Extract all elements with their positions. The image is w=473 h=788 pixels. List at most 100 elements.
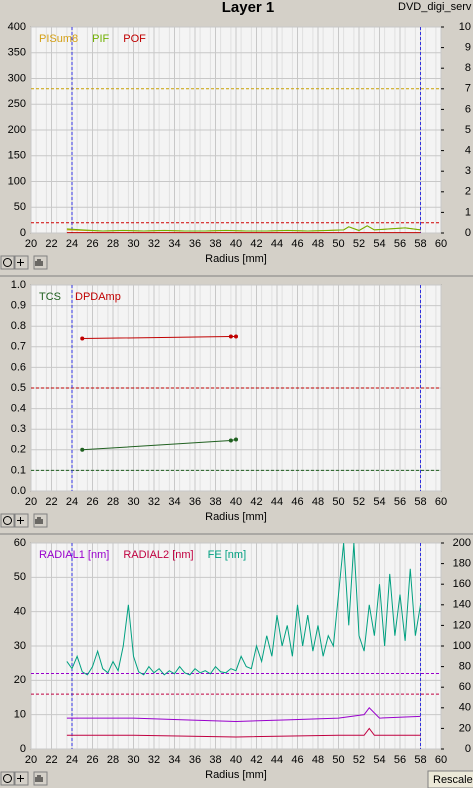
x-tick-label: 32 [148, 754, 160, 766]
y2-tick-label: 0 [465, 743, 471, 755]
x-tick-label: 56 [394, 754, 406, 766]
x-tick-label: 54 [373, 238, 385, 250]
x-tick-label: 44 [271, 496, 283, 508]
x-tick-label: 46 [291, 238, 303, 250]
y-tick-label: 350 [8, 47, 26, 59]
toolbar-button[interactable] [0, 771, 15, 786]
legend-entry: PIF [92, 33, 109, 45]
x-tick-label: 42 [250, 496, 262, 508]
y2-tick-label: 7 [465, 83, 471, 95]
x-tick-label: 22 [45, 496, 57, 508]
x-axis-label: Radius [mm] [205, 511, 267, 523]
x-tick-label: 34 [168, 238, 180, 250]
y-tick-label: 300 [8, 72, 26, 84]
layer-title: Layer 1 [222, 0, 275, 16]
y2-tick-label: 2 [465, 186, 471, 198]
y2-tick-label: 1 [465, 206, 471, 218]
x-tick-label: 44 [271, 754, 283, 766]
x-tick-label: 46 [291, 754, 303, 766]
pan-icon [17, 259, 24, 266]
x-tick-label: 60 [435, 754, 447, 766]
toolbar-button[interactable] [0, 513, 15, 528]
y2-tick-label: 4 [465, 145, 471, 157]
x-tick-label: 26 [86, 754, 98, 766]
x-tick-label: 22 [45, 754, 57, 766]
y-tick-label: 0.4 [11, 403, 26, 415]
x-tick-label: 54 [373, 754, 385, 766]
y-tick-label: 0.1 [11, 464, 26, 476]
x-tick-label: 40 [230, 496, 242, 508]
y2-tick-label: 6 [465, 103, 471, 115]
y-tick-label: 20 [14, 674, 26, 686]
x-tick-label: 58 [414, 496, 426, 508]
x-tick-label: 24 [66, 754, 78, 766]
y2-tick-label: 5 [465, 124, 471, 136]
zoom-icon [3, 774, 12, 783]
point [234, 334, 238, 339]
point [228, 334, 233, 339]
x-tick-label: 28 [107, 238, 119, 250]
y-tick-label: 0.0 [11, 485, 26, 497]
y2-tick-label: 100 [453, 640, 471, 652]
x-tick-label: 38 [209, 238, 221, 250]
hand-icon [35, 517, 43, 524]
legend-entry: RADIAL1 [nm] [39, 549, 109, 561]
y-tick-label: 50 [14, 571, 26, 583]
x-tick-label: 34 [168, 496, 180, 508]
x-tick-label: 36 [189, 496, 201, 508]
y2-tick-label: 40 [459, 702, 471, 714]
x-tick-label: 34 [168, 754, 180, 766]
y-tick-label: 200 [8, 124, 26, 136]
x-tick-label: 20 [25, 238, 37, 250]
y-tick-label: 40 [14, 606, 26, 618]
x-tick-label: 52 [353, 754, 365, 766]
zoom-icon [3, 258, 12, 267]
x-tick-label: 52 [353, 238, 365, 250]
x-tick-label: 26 [86, 238, 98, 250]
y-tick-label: 1.0 [11, 279, 26, 291]
x-tick-label: 28 [107, 754, 119, 766]
hand-icon [35, 259, 43, 266]
y-tick-label: 0.8 [11, 320, 26, 332]
x-axis-label: Radius [mm] [205, 253, 267, 265]
x-tick-label: 56 [394, 238, 406, 250]
y2-tick-label: 160 [453, 578, 471, 590]
x-tick-label: 52 [353, 496, 365, 508]
y2-tick-label: 80 [459, 661, 471, 673]
y2-tick-label: 120 [453, 619, 471, 631]
y2-tick-label: 8 [465, 62, 471, 74]
y-tick-label: 150 [8, 150, 26, 162]
pan-icon [17, 517, 24, 524]
rescale-label[interactable]: Rescale [433, 774, 473, 786]
hand-icon [35, 775, 43, 782]
toolbar-button[interactable] [0, 255, 15, 270]
y2-tick-label: 60 [459, 681, 471, 693]
y2-tick-label: 10 [459, 21, 471, 33]
x-tick-label: 44 [271, 238, 283, 250]
x-tick-label: 40 [230, 238, 242, 250]
y-tick-label: 50 [14, 201, 26, 213]
x-tick-label: 36 [189, 238, 201, 250]
x-tick-label: 54 [373, 496, 385, 508]
y-tick-label: 100 [8, 175, 26, 187]
y-tick-label: 30 [14, 640, 26, 652]
y2-tick-label: 0 [465, 227, 471, 239]
series-line [66, 727, 421, 738]
x-tick-label: 48 [312, 754, 324, 766]
series-line [66, 225, 421, 232]
series-line [66, 542, 421, 676]
x-tick-label: 24 [66, 496, 78, 508]
y2-tick-label: 20 [459, 722, 471, 734]
legend-entry: FE [nm] [208, 549, 247, 561]
x-tick-label: 36 [189, 754, 201, 766]
x-tick-label: 46 [291, 496, 303, 508]
x-tick-label: 20 [25, 496, 37, 508]
file-name: DVD_digi_serv [398, 1, 472, 13]
x-tick-label: 42 [250, 238, 262, 250]
x-tick-label: 26 [86, 496, 98, 508]
rescale-button[interactable] [427, 770, 473, 788]
y-tick-label: 0.9 [11, 300, 26, 312]
x-axis-label: Radius [mm] [205, 769, 267, 781]
x-tick-label: 20 [25, 754, 37, 766]
x-tick-label: 40 [230, 754, 242, 766]
